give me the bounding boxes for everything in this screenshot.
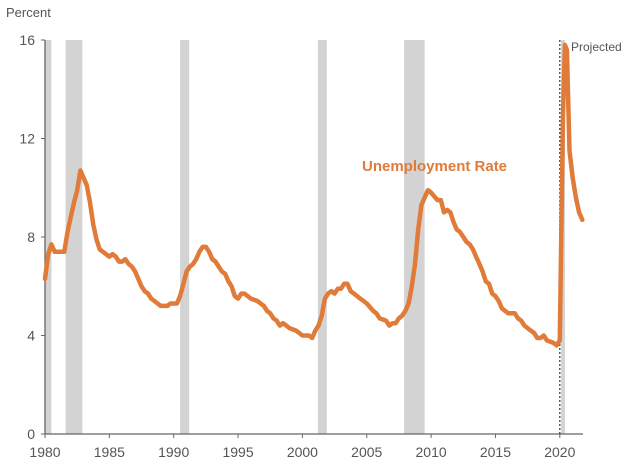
x-tick-label: 1995 (222, 444, 253, 460)
recession-band (317, 40, 327, 434)
y-tick-label: 12 (19, 131, 35, 147)
x-tick-label: 2015 (480, 444, 511, 460)
y-tick-label: 4 (27, 328, 35, 344)
x-tick-label: 1985 (94, 444, 125, 460)
y-tick-label: 8 (27, 229, 35, 245)
x-tick-label: 2005 (351, 444, 382, 460)
series-label: Unemployment Rate (362, 158, 507, 175)
x-tick-label: 1990 (158, 444, 189, 460)
x-tick-label: 2000 (287, 444, 318, 460)
recession-band (65, 40, 83, 434)
projected-label: Projected (571, 40, 622, 54)
x-tick-label: 1980 (29, 444, 60, 460)
y-tick-label: 16 (19, 32, 35, 48)
y-tick-label: 0 (27, 426, 35, 442)
x-tick-label: 2020 (544, 444, 575, 460)
recession-band (404, 40, 425, 434)
axes: 1980 1985 1990 1995 2000 2005 2010 2015 2020 0 4 8 1… (19, 32, 583, 460)
x-tick-label: 2010 (416, 444, 447, 460)
recession-band (45, 40, 52, 434)
y-axis-label: Percent (6, 5, 51, 20)
recession-band (180, 40, 190, 434)
series-line-unemployment-rate (42, 42, 585, 348)
recession-bands (45, 40, 565, 434)
